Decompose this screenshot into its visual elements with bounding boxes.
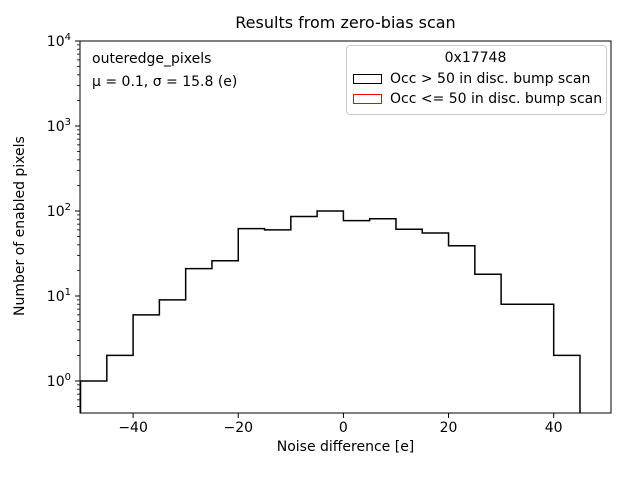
x-tick-label: 0 [338, 420, 348, 436]
annotation-stats: μ = 0.1, σ = 15.8 (e) [92, 74, 238, 90]
legend: 0x17748 Occ > 50 in disc. bump scan Occ … [346, 45, 607, 115]
x-tick-label: −40 [118, 420, 148, 436]
x-tick-label: −20 [223, 420, 254, 436]
x-tick-label: 20 [439, 420, 458, 436]
legend-swatch-red [353, 94, 382, 104]
legend-swatch-black [353, 74, 382, 84]
y-tick-label: 100 [46, 372, 71, 390]
plot-frame [79, 40, 612, 414]
histogram-step-line [79, 210, 581, 413]
y-tick-label: 101 [46, 287, 71, 305]
y-tick-label: 102 [46, 202, 71, 220]
y-tick-label: 104 [46, 32, 71, 50]
y-tick-label: 103 [46, 117, 71, 135]
legend-label: Occ <= 50 in disc. bump scan [390, 91, 603, 107]
legend-label: Occ > 50 in disc. bump scan [390, 71, 591, 87]
x-axis-label: Noise difference [e] [276, 439, 415, 455]
legend-entry: Occ > 50 in disc. bump scan [353, 69, 598, 89]
chart-title: Results from zero-bias scan [235, 13, 456, 32]
y-axis-label: Number of enabled pixels [12, 136, 28, 316]
legend-title: 0x17748 [444, 50, 507, 66]
annotation-dataset: outeredge_pixels [92, 51, 212, 67]
x-tick-label: 40 [544, 420, 563, 436]
legend-entry: Occ <= 50 in disc. bump scan [353, 89, 602, 109]
